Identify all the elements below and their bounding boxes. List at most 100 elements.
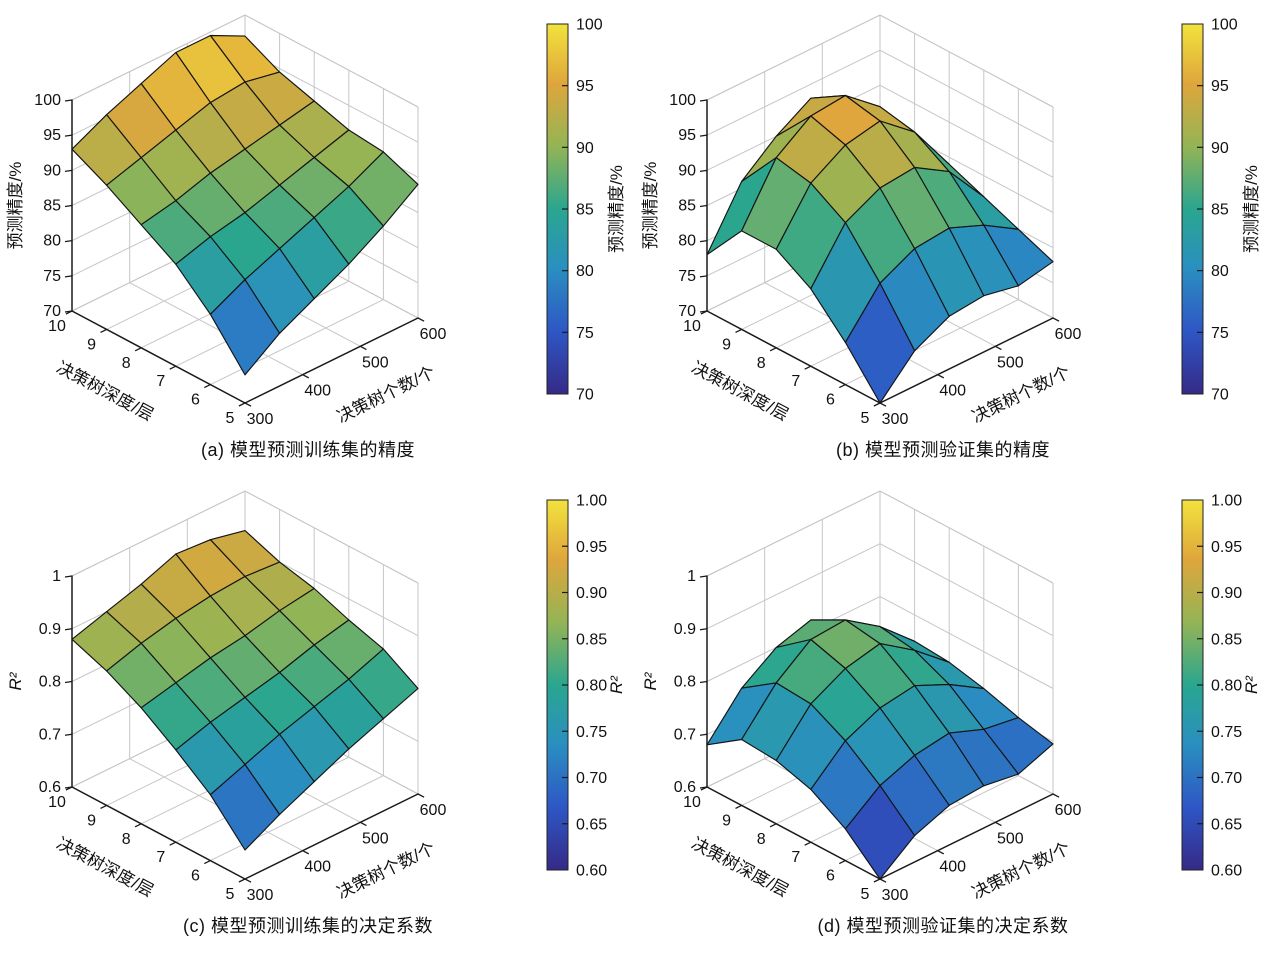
x-axis-title: 决策树个数/个 <box>334 362 438 426</box>
panel-c: 300 400 500 600 5 6 7 8 9 10 0.6 0.7 0.8 0.9 1 决策树个数/个 决… <box>0 476 635 953</box>
panel-caption-b: (b) 模型预测验证集的精度 <box>836 440 1050 460</box>
colorbar-tick-label: 0.90 <box>576 585 607 602</box>
panel-b: 300 400 500 600 5 6 7 8 9 10 70 75 80 85 90 95 100 决策树个数/… <box>635 0 1270 476</box>
z-tick-label: 90 <box>43 162 61 179</box>
y-tick-label: 10 <box>683 794 701 811</box>
z-tick-label: 80 <box>43 233 61 250</box>
z-axis-title: 预测精度/% <box>6 162 25 250</box>
y-tick-label: 8 <box>757 355 766 372</box>
panel-a: 300 400 500 600 5 6 7 8 9 10 70 75 80 85 90 95 100 决策树个数/… <box>0 0 635 476</box>
z-tick-label: 0.8 <box>39 674 61 691</box>
colorbar-tick-label: 0.80 <box>576 678 607 695</box>
colorbar-tick-label: 0.75 <box>576 724 607 741</box>
colorbar-title: 预测精度/% <box>607 165 626 253</box>
surface-face <box>844 785 916 880</box>
z-tick-label: 70 <box>678 303 696 320</box>
y-tick-label: 5 <box>226 410 235 427</box>
colorbar-tick-label: 75 <box>1211 325 1229 342</box>
z-tick-label: 100 <box>669 92 696 109</box>
y-tick-label: 9 <box>87 812 96 829</box>
tick-marks <box>699 575 1060 883</box>
colorbar-tick-label: 70 <box>1211 387 1229 404</box>
colorbar: 0.60 0.65 0.70 0.75 0.80 0.85 0.90 0.95 1.00 R² <box>1181 493 1261 880</box>
y-tick-label: 8 <box>122 831 131 848</box>
surface-mesh <box>71 34 419 376</box>
y-tick-label: 9 <box>722 812 731 829</box>
y-tick-label: 10 <box>48 318 66 335</box>
colorbar-tick-label: 100 <box>1211 17 1238 34</box>
colorbar-tick-label: 0.95 <box>576 539 607 556</box>
surface-plot-a: 3004005006005678910707580859095100决策树个数/… <box>6 14 626 428</box>
colorbar-tick-label: 1.00 <box>576 493 607 510</box>
y-axis <box>706 310 881 404</box>
z-tick-label: 0.8 <box>674 674 696 691</box>
x-tick-label: 500 <box>362 354 389 371</box>
x-tick-label: 300 <box>247 887 274 904</box>
x-axis-title: 决策树个数/个 <box>969 362 1073 426</box>
y-tick-label: 5 <box>861 886 870 903</box>
x-tick-label: 400 <box>304 859 331 876</box>
colorbar-tick-label: 85 <box>1211 202 1229 219</box>
colorbar-tick-label: 0.70 <box>576 770 607 787</box>
panel-caption-c: (c) 模型预测训练集的决定系数 <box>183 916 433 936</box>
x-tick-label: 600 <box>420 802 447 819</box>
y-tick-label: 6 <box>191 392 200 409</box>
y-axis-title: 决策树深度/层 <box>689 834 792 901</box>
colorbar: 70 75 80 85 90 95 100 预测精度/% <box>1181 17 1261 404</box>
z-tick-label: 85 <box>43 198 61 215</box>
colorbar-tick-label: 0.85 <box>576 631 607 648</box>
x-tick-label: 400 <box>304 383 331 400</box>
z-tick-label: 95 <box>678 127 696 144</box>
surface-plot-c: 300 400 500 600 5 6 7 8 9 100.6 0.7 0.8 0.9 1 决策树个数/个 决… <box>6 490 626 904</box>
x-tick-label: 500 <box>362 830 389 847</box>
colorbar-tick-label: 85 <box>576 202 594 219</box>
z-tick-label: 0.7 <box>674 726 696 743</box>
surface-mesh <box>706 94 1054 404</box>
x-tick-label: 400 <box>939 859 966 876</box>
colorbar-tick-label: 80 <box>1211 263 1229 280</box>
colorbar-tick-label: 0.90 <box>1211 585 1242 602</box>
x-tick-label: 500 <box>997 354 1024 371</box>
colorbar: 0.60 0.65 0.70 0.75 0.80 0.85 0.90 0.95 1.00 R² <box>546 493 626 880</box>
z-tick-label: 0.6 <box>674 779 696 796</box>
z-tick-label: 0.9 <box>39 621 61 638</box>
colorbar-tick-label: 70 <box>576 387 594 404</box>
z-tick-label: 1 <box>687 568 696 585</box>
y-tick-label: 9 <box>87 336 96 353</box>
z-tick-label: 95 <box>43 127 61 144</box>
surface-plot-d: 300 400 500 600 5 6 7 8 9 100.6 0.7 0.8 0.9 1 决策树个数/个 决… <box>641 490 1261 904</box>
colorbar-tick-label: 0.80 <box>1211 678 1242 695</box>
colorbar-tick-label: 0.65 <box>1211 816 1242 833</box>
z-tick-label: 70 <box>43 303 61 320</box>
surface-face <box>209 279 281 376</box>
surface-mesh <box>706 619 1054 880</box>
colorbar-tick-label: 100 <box>576 17 603 34</box>
y-tick-label: 6 <box>826 392 835 409</box>
surface-face <box>209 763 281 851</box>
z-tick-label: 75 <box>43 268 61 285</box>
colorbar-tick-label: 0.70 <box>1211 770 1242 787</box>
colorbar-tick-label: 75 <box>576 325 594 342</box>
x-tick-label: 600 <box>420 326 447 343</box>
colorbar-tick-label: 0.65 <box>576 816 607 833</box>
x-axis <box>879 793 1054 880</box>
surface-mesh <box>71 530 419 851</box>
panel-caption-a: (a) 模型预测训练集的精度 <box>201 440 415 460</box>
y-tick-label: 10 <box>48 794 66 811</box>
x-axis <box>244 317 419 404</box>
colorbar-tick-label: 0.60 <box>1211 863 1242 880</box>
colorbar-tick-label: 0.60 <box>576 863 607 880</box>
y-axis-title: 决策树深度/层 <box>54 834 157 901</box>
z-tick-label: 1 <box>52 568 61 585</box>
colorbar-tick-label: 95 <box>1211 78 1229 95</box>
z-tick-label: 85 <box>678 198 696 215</box>
colorbar-title: R² <box>1242 675 1261 694</box>
x-tick-label: 300 <box>247 411 274 428</box>
colorbar-tick-label: 90 <box>1211 140 1229 157</box>
x-axis-title: 决策树个数/个 <box>969 838 1073 902</box>
y-axis <box>71 310 246 404</box>
colorbar-tick-label: 0.75 <box>1211 724 1242 741</box>
x-tick-label: 400 <box>939 383 966 400</box>
colorbar-tick-label: 90 <box>576 140 594 157</box>
